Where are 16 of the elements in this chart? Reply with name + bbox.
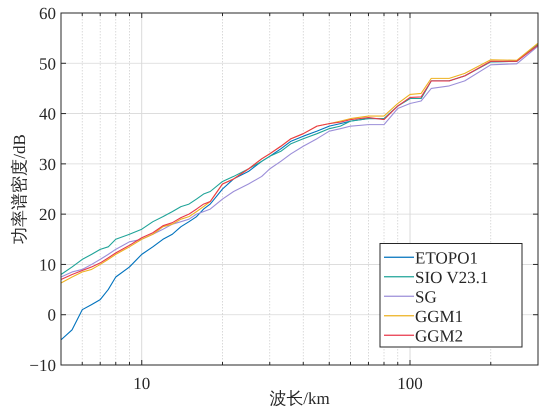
legend-label: SG	[415, 287, 437, 306]
x-tick-label: 100	[397, 374, 423, 393]
y-tick-label: 10	[39, 255, 56, 274]
legend-label: ETOPO1	[415, 248, 478, 268]
x-axis-title: 波长/km	[269, 389, 330, 408]
legend-label: SIO V23.1	[415, 268, 488, 287]
y-tick-label: 50	[39, 54, 56, 74]
y-tick-label: 0	[48, 306, 56, 325]
legend-label: GGM2	[415, 326, 464, 346]
y-axis-title: 功率谱密度/dB	[10, 134, 29, 244]
y-tick-label: 40	[39, 104, 56, 124]
legend-label: GGM1	[415, 306, 464, 326]
y-tick-label: −10	[29, 356, 56, 375]
y-tick-label: 30	[39, 154, 56, 174]
y-tick-label: 20	[39, 205, 56, 224]
y-tick-label: 60	[39, 4, 56, 23]
